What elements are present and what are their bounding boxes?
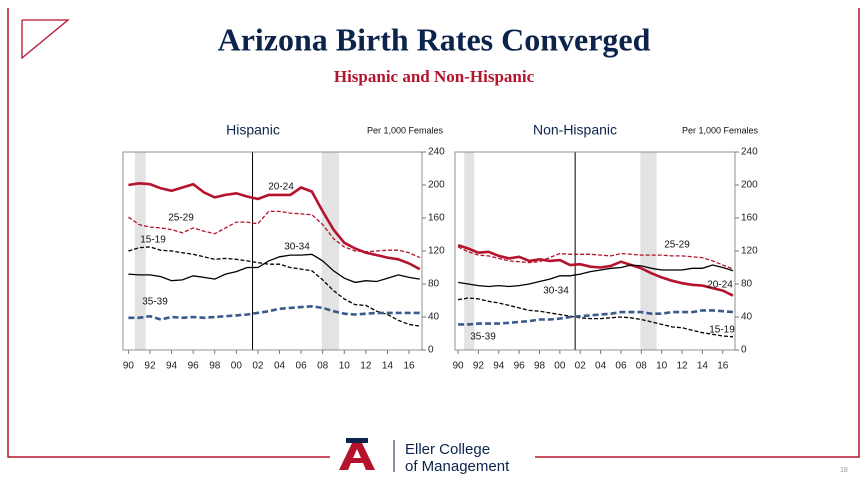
series-label: 25-29	[168, 213, 194, 224]
x-tick-label: 04	[274, 361, 286, 372]
x-tick-label: 94	[493, 361, 505, 372]
corner-decoration	[21, 19, 70, 60]
shaded-range	[321, 152, 339, 350]
series-label: 15-19	[140, 235, 166, 246]
y-tick-label: 160	[428, 213, 445, 224]
logo: Eller College of Management	[339, 438, 510, 475]
series-label: 15-19	[709, 325, 735, 336]
series-line	[128, 210, 421, 259]
x-tick-label: 14	[382, 361, 394, 372]
shaded-range	[134, 152, 146, 350]
series-line	[457, 297, 734, 338]
x-tick-label: 02	[252, 361, 264, 372]
x-tick-label: 00	[231, 361, 243, 372]
x-tick-label: 98	[209, 361, 221, 372]
y-tick-label: 200	[428, 180, 445, 191]
x-tick-label: 90	[123, 361, 135, 372]
x-tick-label: 92	[144, 361, 156, 372]
series-line	[128, 181, 421, 271]
series-label: 25-29	[664, 240, 690, 251]
x-tick-label: 90	[452, 361, 464, 372]
shaded-range	[464, 152, 475, 350]
series-line	[457, 246, 734, 270]
x-tick-label: 96	[514, 361, 526, 372]
x-tick-label: 00	[554, 361, 566, 372]
x-tick-label: 92	[473, 361, 485, 372]
series-line	[458, 309, 734, 326]
y-tick-label: 40	[741, 312, 753, 323]
y-tick-label: 0	[741, 345, 747, 356]
y-tick-label: 0	[428, 345, 434, 356]
x-tick-label: 10	[339, 361, 351, 372]
series-line	[128, 304, 420, 321]
y-tick-label: 120	[428, 246, 445, 257]
series-line	[457, 243, 734, 297]
y-tick-label: 240	[428, 147, 445, 158]
y-axis-label: Per 1,000 Females	[682, 125, 759, 135]
x-tick-label: 02	[575, 361, 587, 372]
y-axis-label: Per 1,000 Females	[367, 125, 444, 135]
chart-title: Non-Hispanic	[533, 122, 617, 138]
x-tick-label: 16	[403, 361, 415, 372]
x-tick-label: 96	[188, 361, 200, 372]
series-line	[457, 264, 734, 288]
x-tick-label: 12	[360, 361, 372, 372]
series-label: 35-39	[470, 332, 496, 343]
logo-mark	[339, 443, 375, 470]
y-tick-label: 240	[741, 147, 758, 158]
y-tick-label: 80	[741, 279, 753, 290]
series-label: 20-24	[268, 182, 294, 193]
series-label: 20-24	[707, 280, 733, 291]
x-tick-label: 94	[166, 361, 178, 372]
logo-text: of Management	[405, 458, 510, 475]
x-tick-label: 98	[534, 361, 546, 372]
x-tick-label: 14	[697, 361, 709, 372]
y-tick-label: 40	[428, 312, 440, 323]
y-tick-label: 120	[741, 246, 758, 257]
y-tick-label: 160	[741, 213, 758, 224]
slide-title: Arizona Birth Rates Converged	[218, 21, 651, 57]
series-label: 30-34	[543, 286, 569, 297]
frame-left	[7, 8, 330, 458]
chart-title: Hispanic	[226, 122, 280, 138]
x-tick-label: 06	[615, 361, 627, 372]
page-number: 18	[840, 467, 848, 474]
x-tick-label: 08	[636, 361, 648, 372]
slide-subtitle: Hispanic and Non-Hispanic	[334, 67, 535, 86]
x-tick-label: 12	[676, 361, 688, 372]
logo-bar	[346, 438, 368, 443]
frame-right	[535, 8, 860, 458]
series-label: 30-34	[284, 242, 310, 253]
x-tick-label: 04	[595, 361, 607, 372]
logo-text: Eller College	[405, 441, 490, 458]
y-tick-label: 80	[428, 279, 440, 290]
x-tick-label: 08	[317, 361, 329, 372]
x-tick-label: 06	[296, 361, 308, 372]
series-label: 35-39	[142, 297, 168, 308]
x-tick-label: 10	[656, 361, 668, 372]
shaded-range	[640, 152, 657, 350]
x-tick-label: 16	[717, 361, 729, 372]
y-tick-label: 200	[741, 180, 758, 191]
series-line	[128, 253, 420, 284]
series-line	[128, 246, 420, 327]
